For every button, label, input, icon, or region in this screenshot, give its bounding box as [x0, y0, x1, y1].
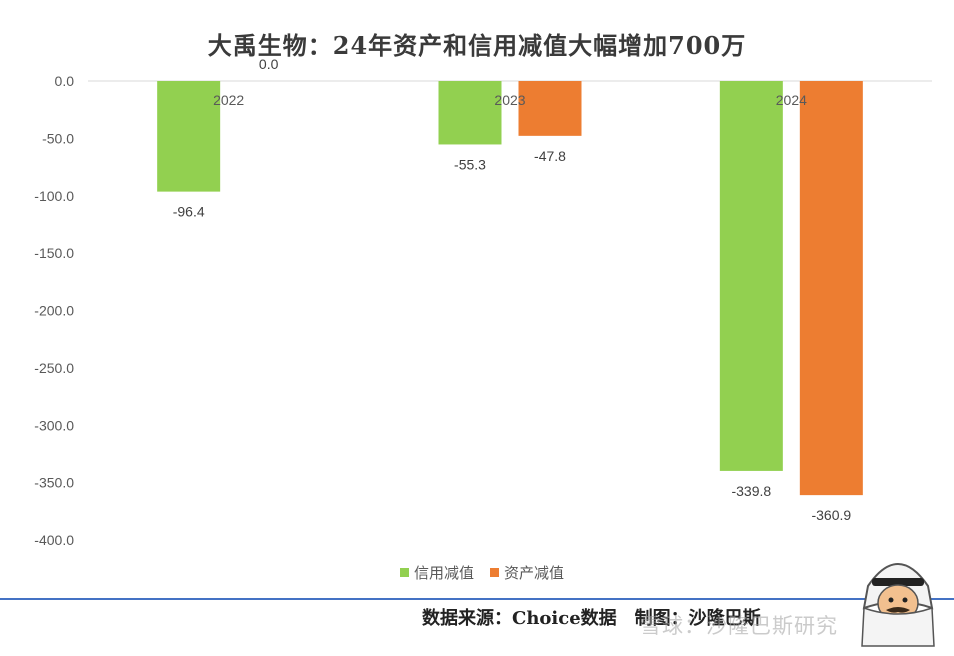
y-tick-label: -350.0: [34, 475, 74, 491]
chart-title: 大禹生物：24年资产和信用减值大幅增加700万: [207, 31, 747, 60]
y-tick-label: -200.0: [34, 303, 74, 319]
footer-divider: [0, 598, 954, 600]
data-label: -339.8: [731, 483, 771, 499]
legend-item-asset: 资产减值: [490, 562, 564, 583]
watermark-text: 雪球：沙隆巴斯研究: [640, 614, 838, 638]
footer-maker: 制图：沙隆巴斯: [634, 608, 761, 629]
x-tick-label: 2024: [776, 92, 807, 108]
y-tick-label: -400.0: [34, 532, 74, 548]
bar-asset-2023: [518, 81, 582, 136]
x-tick-label: 2022: [213, 92, 244, 108]
legend-swatch-credit: [400, 568, 409, 577]
y-tick-label: -50.0: [42, 130, 74, 146]
y-tick-label: -300.0: [34, 417, 74, 433]
data-label: -96.4: [173, 204, 205, 220]
legend-swatch-asset: [490, 568, 500, 577]
legend-label-asset: 资产减值: [504, 565, 565, 582]
chart-legend: 信用减值 资产减值: [400, 562, 564, 583]
footer-source: 数据来源：Choice数据: [422, 608, 617, 629]
data-label: -47.8: [534, 148, 566, 164]
y-tick-label: -100.0: [34, 188, 74, 204]
y-tick-label: -250.0: [34, 360, 74, 376]
chart-plot: 0.0 -50.0 -100.0 -150.0 -200.0 -250.0 -300.0 -3…: [34, 56, 932, 548]
y-tick-label: -150.0: [34, 245, 74, 261]
bar-credit-2023: [438, 81, 502, 145]
data-label: 0.0: [259, 56, 279, 72]
bar-asset-2024: [799, 81, 863, 496]
data-label: -360.9: [811, 507, 851, 523]
x-tick-label: 2023: [494, 92, 525, 108]
legend-label-credit: 信用减值: [414, 565, 475, 582]
bar-credit-2024: [719, 81, 783, 471]
bar-credit-2022: [157, 81, 221, 192]
y-tick-label: 0.0: [55, 73, 75, 89]
data-label: -55.3: [454, 156, 486, 172]
legend-item-credit: 信用减值: [400, 562, 474, 583]
footer-credits: 数据来源：Choice数据 制图：沙隆巴斯: [422, 604, 761, 630]
avatar-icon: [861, 563, 935, 647]
